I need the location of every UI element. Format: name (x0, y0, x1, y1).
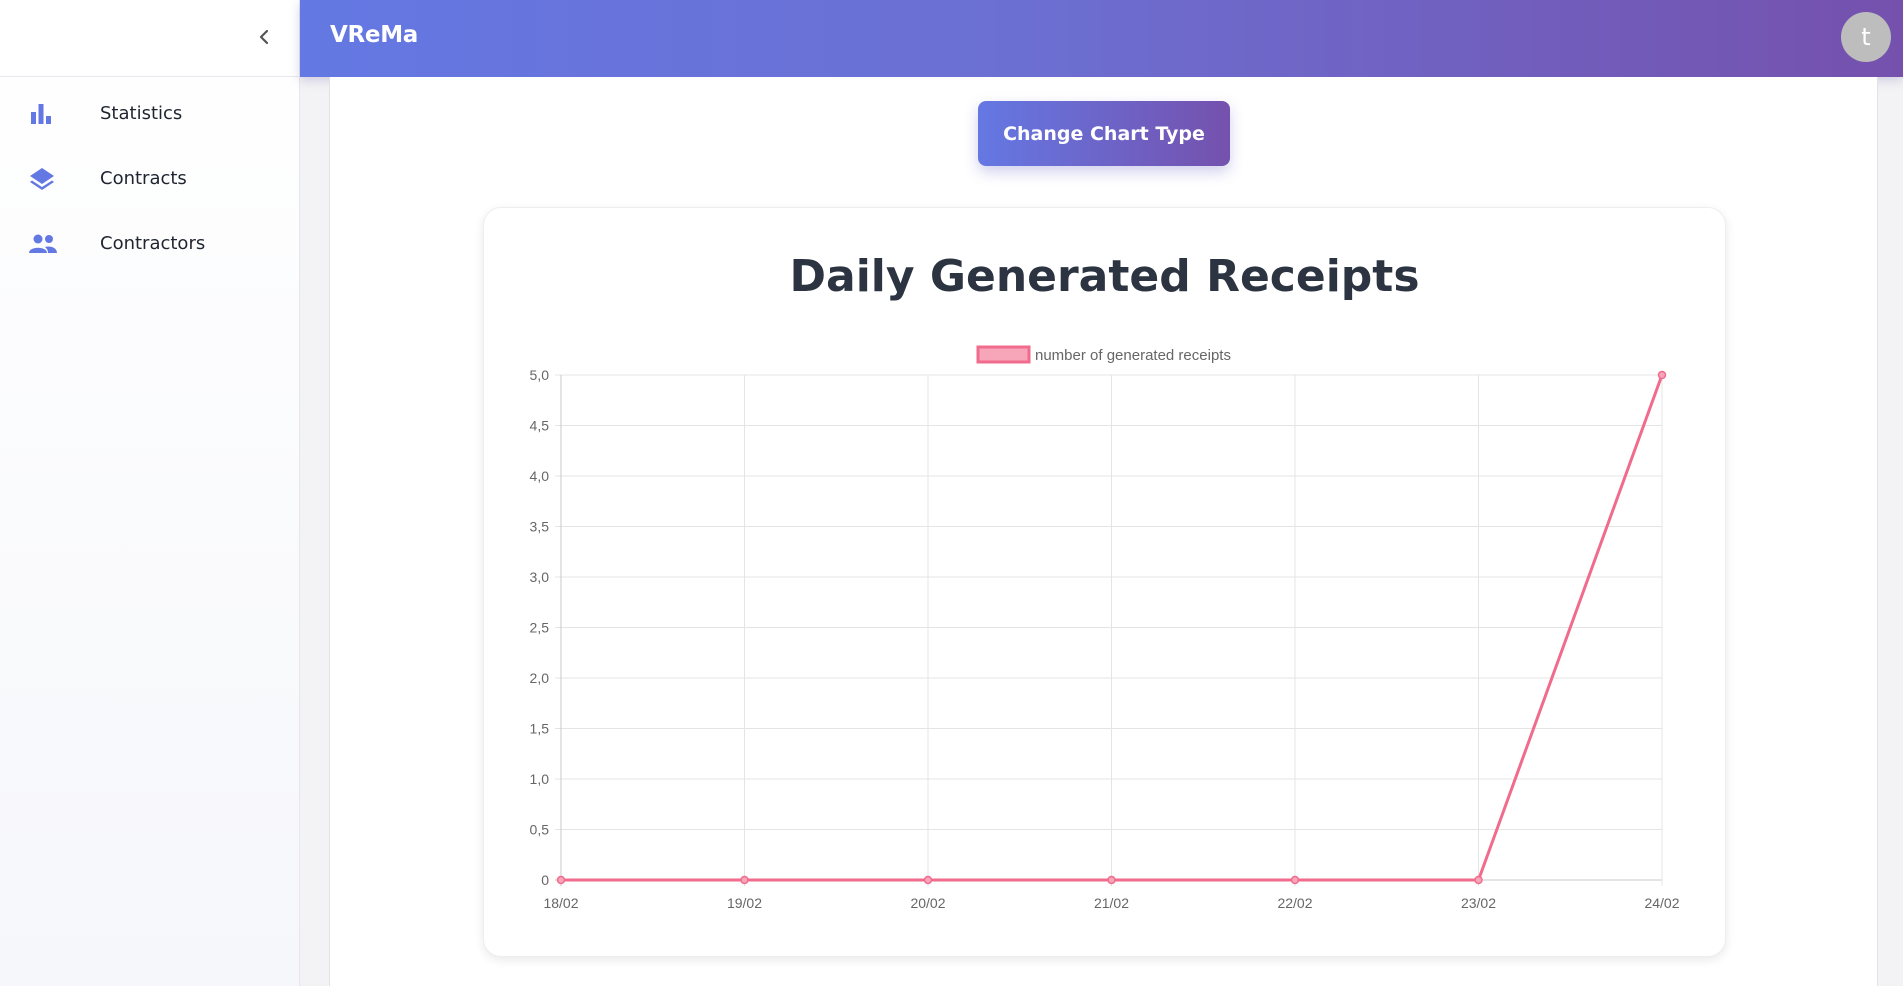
legend-swatch (976, 345, 1031, 364)
data-point (556, 875, 566, 885)
chart-card: Daily Generated Receipts (483, 207, 1726, 957)
y-tick-label: 3,5 (530, 519, 550, 535)
collapse-sidebar-button[interactable] (253, 25, 275, 49)
y-tick-label: 4,0 (530, 468, 550, 484)
x-tick-label: 18/02 (543, 895, 578, 911)
app-title: VReMa (330, 22, 419, 48)
people-icon (28, 229, 68, 259)
sidebar-item-label: Statistics (100, 103, 183, 124)
sidebar-item-label: Contractors (100, 233, 206, 254)
data-point (1107, 875, 1116, 885)
x-tick-label: 24/02 (1644, 895, 1679, 911)
data-point (1290, 875, 1300, 885)
y-tick-label: 0,5 (530, 822, 550, 838)
data-point (740, 875, 749, 885)
legend-label: number of generated receipts (1035, 347, 1231, 364)
sidebar: Statistics Contracts Contractors (0, 0, 300, 986)
x-tick-label: 19/02 (727, 895, 762, 911)
y-tick-label: 3,0 (530, 569, 550, 585)
top-app-bar: VReMa t (300, 0, 1903, 77)
sidebar-item-contractors[interactable]: Contractors (0, 211, 299, 276)
y-tick-label: 2,0 (530, 670, 550, 686)
data-point (1474, 875, 1483, 885)
y-tick-label: 1,5 (530, 721, 550, 737)
data-point (923, 875, 933, 885)
bar-chart-icon (28, 99, 68, 129)
x-tick-label: 23/02 (1461, 895, 1496, 911)
change-chart-type-button[interactable]: Change Chart Type (978, 101, 1230, 166)
y-tick-label: 1,0 (530, 771, 550, 787)
y-tick-label: 2,5 (530, 620, 550, 636)
sidebar-item-label: Contracts (100, 168, 187, 189)
sidebar-header (0, 0, 299, 77)
sidebar-item-contracts[interactable]: Contracts (0, 146, 299, 211)
avatar[interactable]: t (1841, 12, 1891, 62)
y-tick-label: 0 (541, 872, 549, 888)
x-tick-label: 21/02 (1094, 895, 1129, 911)
layers-icon (28, 164, 68, 194)
x-tick-label: 22/02 (1277, 895, 1312, 911)
x-tick-label: 20/02 (910, 895, 945, 911)
sidebar-nav: Statistics Contracts Contractors (0, 77, 299, 276)
sidebar-item-statistics[interactable]: Statistics (0, 81, 299, 146)
chevron-left-icon (259, 29, 269, 45)
y-tick-label: 4,5 (530, 418, 550, 434)
y-tick-label: 5,0 (530, 367, 550, 383)
data-point (1657, 370, 1667, 380)
chart-title: Daily Generated Receipts (789, 251, 1420, 302)
line-chart: 0 0,5 1,0 1,5 2,0 2,5 3,0 3,5 4,0 4,5 5,0 18/02 19/0… (530, 345, 1680, 911)
